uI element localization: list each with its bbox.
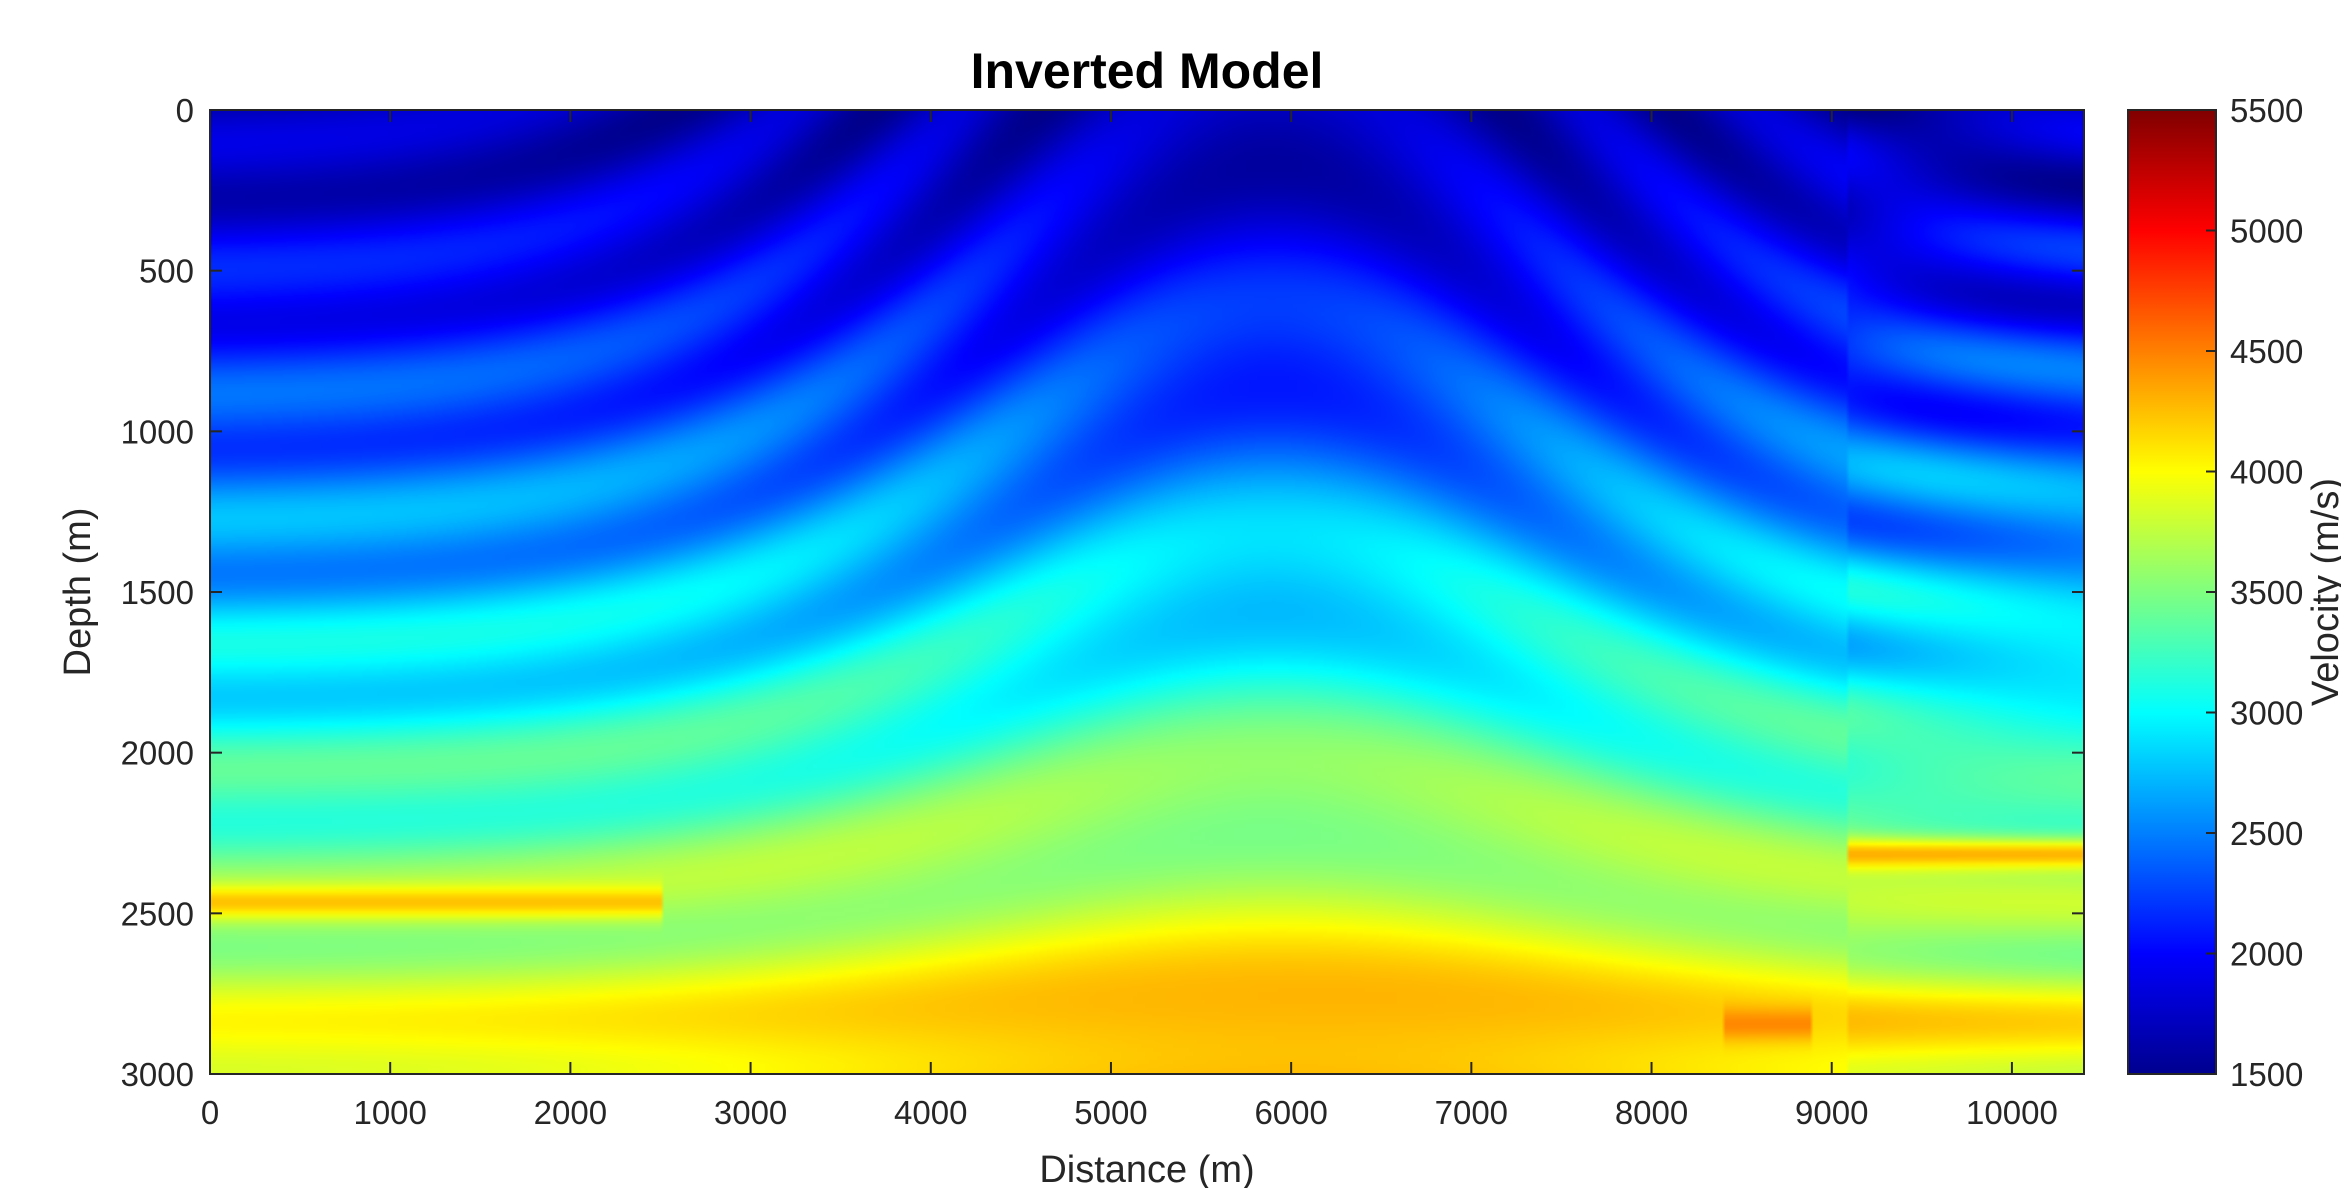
- colorbar-tick-label: 3500: [2230, 574, 2303, 611]
- x-axis-label: Distance (m): [1039, 1149, 1254, 1188]
- x-tick-label: 5000: [1074, 1094, 1147, 1131]
- colorbar-tick-label: 1500: [2230, 1056, 2303, 1093]
- colorbar-tick-label: 2500: [2230, 815, 2303, 852]
- chart-title: Inverted Model: [971, 43, 1324, 99]
- x-tick-label: 6000: [1254, 1094, 1327, 1131]
- x-axis-ticks: 0 1000 2000 3000 4000 5000 6000 7000 8000 9000 100…: [201, 110, 2058, 1131]
- colorbar-tick-label: 5000: [2230, 213, 2303, 250]
- y-tick-label: 2000: [121, 735, 194, 772]
- y-tick-label: 1000: [121, 413, 194, 450]
- x-tick-label: 10000: [1966, 1094, 2058, 1131]
- y-tick-label: 2500: [121, 895, 194, 932]
- x-tick-label: 4000: [894, 1094, 967, 1131]
- colorbar-ticks: 1500 2000 2500 3000 3500 4000 4500 5000 5500: [2206, 92, 2303, 1093]
- y-axis-ticks: 0 500 1000 1500 2000 2500 3000: [121, 92, 2084, 1093]
- colorbar-tick-label: 4000: [2230, 454, 2303, 491]
- x-tick-label: 2000: [534, 1094, 607, 1131]
- x-tick-label: 3000: [714, 1094, 787, 1131]
- y-tick-label: 500: [139, 253, 194, 290]
- y-tick-label: 3000: [121, 1056, 194, 1093]
- plot-area: [210, 110, 2084, 1074]
- x-tick-label: 0: [201, 1094, 219, 1131]
- y-axis-label: Depth (m): [57, 508, 99, 677]
- y-tick-label: 0: [176, 92, 194, 129]
- velocity-heatmap: [210, 110, 2084, 1074]
- colorbar-tick-label: 4500: [2230, 333, 2303, 370]
- x-tick-label: 9000: [1795, 1094, 1868, 1131]
- x-tick-label: 8000: [1615, 1094, 1688, 1131]
- x-tick-label: 7000: [1435, 1094, 1508, 1131]
- colorbar-tick-label: 5500: [2230, 92, 2303, 129]
- colorbar-label: Velocity (m/s): [2305, 478, 2341, 706]
- colorbar-tick-label: 3000: [2230, 695, 2303, 732]
- colorbar: [2127, 109, 2217, 1075]
- x-tick-label: 1000: [353, 1094, 426, 1131]
- y-tick-label: 1500: [121, 574, 194, 611]
- colorbar-tick-label: 2000: [2230, 936, 2303, 973]
